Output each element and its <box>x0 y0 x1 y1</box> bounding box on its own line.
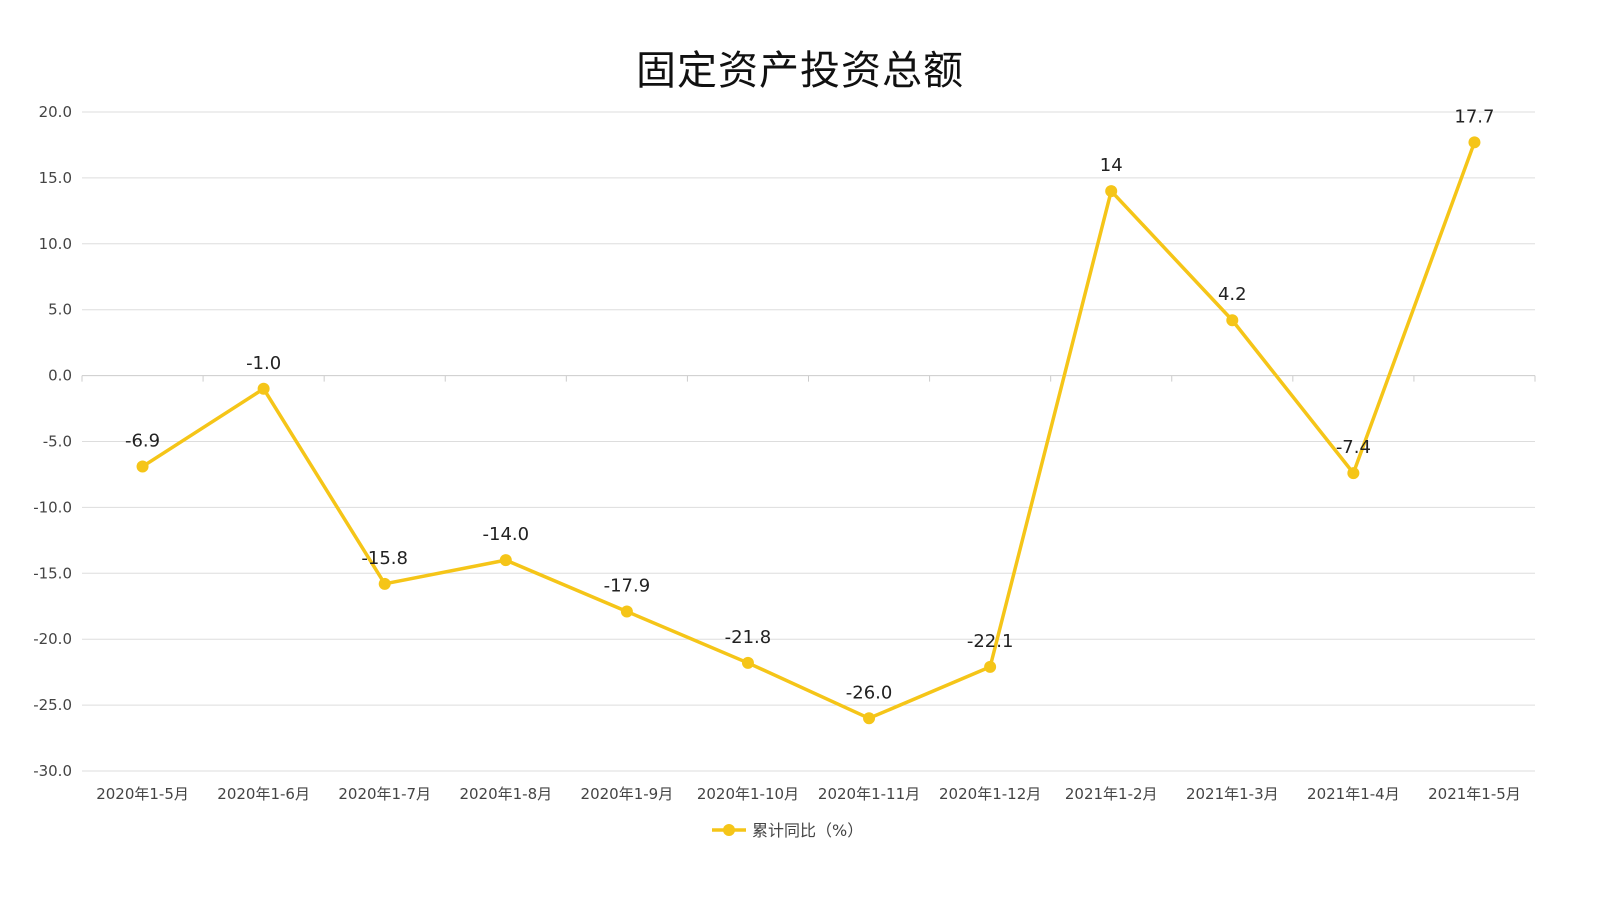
y-tick-label: -20.0 <box>33 630 72 648</box>
data-label: -26.0 <box>846 682 893 703</box>
x-tick-label: 2020年1-10月 <box>697 785 799 803</box>
y-tick-label: 15.0 <box>39 169 72 187</box>
data-point <box>984 660 997 673</box>
data-point <box>257 382 270 395</box>
legend-label: 累计同比（%） <box>752 821 863 840</box>
y-tick-label: -10.0 <box>33 498 72 516</box>
x-tick-label: 2020年1-6月 <box>217 785 310 803</box>
y-tick-label: -25.0 <box>33 696 72 714</box>
data-point <box>499 554 512 567</box>
y-tick-label: -30.0 <box>33 762 72 780</box>
y-tick-label: -5.0 <box>43 433 72 451</box>
x-tick-label: 2021年1-5月 <box>1428 785 1521 803</box>
data-label: 14 <box>1100 155 1123 176</box>
data-label: -22.1 <box>967 631 1014 652</box>
data-point <box>136 460 149 473</box>
data-point <box>741 656 754 669</box>
y-tick-label: 20.0 <box>39 103 72 121</box>
x-tick-label: 2020年1-8月 <box>459 785 552 803</box>
data-point <box>863 712 876 725</box>
x-tick-label: 2021年1-2月 <box>1065 785 1158 803</box>
data-label: -14.0 <box>483 524 530 545</box>
x-tick-label: 2020年1-5月 <box>96 785 189 803</box>
x-tick-label: 2020年1-11月 <box>818 785 920 803</box>
data-label: -1.0 <box>246 353 281 374</box>
data-label: 4.2 <box>1218 284 1247 305</box>
data-point <box>1226 314 1239 327</box>
data-point <box>1105 185 1118 198</box>
x-tick-label: 2021年1-4月 <box>1307 785 1400 803</box>
data-label: -15.8 <box>361 548 408 569</box>
data-label: 17.7 <box>1454 106 1494 127</box>
data-point <box>378 577 391 590</box>
y-tick-label: 10.0 <box>39 235 72 253</box>
data-label: -21.8 <box>725 627 772 648</box>
y-tick-label: 5.0 <box>48 301 72 319</box>
legend-marker <box>723 824 735 836</box>
y-tick-label: -15.0 <box>33 564 72 582</box>
data-label: -6.9 <box>125 431 160 452</box>
x-tick-label: 2020年1-9月 <box>581 785 674 803</box>
y-tick-label: 0.0 <box>48 367 72 385</box>
chart-title: 固定资产投资总额 <box>636 48 964 94</box>
data-point <box>1468 136 1481 149</box>
series-line <box>141 141 1477 721</box>
data-label: -7.4 <box>1336 437 1371 458</box>
x-tick-label: 2020年1-12月 <box>939 785 1041 803</box>
data-point <box>1347 467 1360 480</box>
x-tick-label: 2021年1-3月 <box>1186 785 1279 803</box>
data-label: -17.9 <box>604 576 651 597</box>
x-tick-label: 2020年1-7月 <box>338 785 431 803</box>
data-point <box>620 605 633 618</box>
